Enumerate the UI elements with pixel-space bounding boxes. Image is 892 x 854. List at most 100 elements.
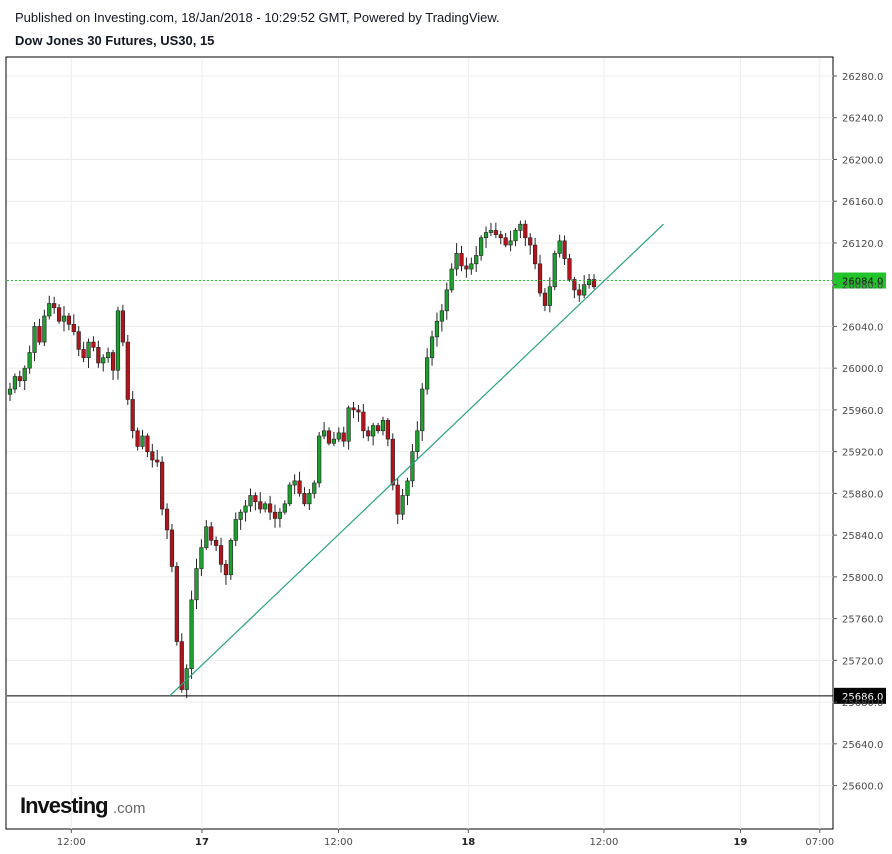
candle-up [140, 435, 145, 447]
candle-down [302, 493, 307, 505]
candle-down [155, 459, 160, 463]
candle-down [459, 253, 464, 267]
candle-up [434, 320, 440, 338]
candles [7, 220, 597, 699]
investing-watermark: Investing .com [20, 793, 146, 818]
candle-down [135, 430, 140, 447]
candle-down [537, 263, 543, 294]
candle-down [385, 420, 390, 440]
x-tick-label: 07:00 [805, 837, 834, 848]
candle-down [366, 430, 371, 437]
candle-down [493, 230, 498, 235]
candle-up [12, 376, 18, 390]
y-tick-label: 26200.0 [842, 155, 883, 166]
candle-up [115, 310, 121, 371]
candle-down [528, 237, 533, 246]
y-tick-label: 25920.0 [842, 448, 883, 459]
candle-down [150, 451, 155, 461]
candle-up [449, 268, 454, 291]
candle-up [189, 599, 194, 669]
y-tick-label: 25960.0 [842, 406, 883, 417]
y-tick-label: 26000.0 [842, 364, 883, 375]
candle-up [346, 407, 351, 442]
y-tick-label: 26080.0 [842, 281, 883, 292]
candle-down [258, 501, 263, 510]
candle-up [42, 315, 47, 343]
candle-down [577, 289, 582, 296]
candle-up [454, 253, 459, 270]
candle-up [371, 425, 376, 437]
candle-up [7, 388, 13, 395]
candle-up [483, 232, 489, 239]
candle-up [32, 326, 37, 353]
candle-down [214, 540, 219, 546]
candle-up [444, 289, 449, 312]
y-tick-label: 26240.0 [842, 114, 883, 125]
candle-up [469, 263, 474, 270]
candle-down [361, 411, 366, 432]
candle-up [22, 367, 27, 381]
candle-down [218, 545, 224, 565]
candle-down [390, 438, 395, 486]
y-axis: 26280.0 26240.0 26200.0 26160.0 26120.0 26080… [833, 72, 883, 793]
x-tick-label: 12:00 [324, 837, 353, 848]
candle-up [243, 505, 248, 513]
candle-down [562, 240, 567, 259]
watermark-suffix: .com [113, 800, 146, 817]
candle-down [145, 435, 150, 452]
candle-up [429, 336, 435, 359]
candle-up [312, 482, 317, 494]
candle-up [474, 255, 479, 265]
candle-down [160, 461, 165, 510]
candle-up [106, 352, 111, 359]
candle-up [410, 451, 415, 482]
plot-frame [5, 56, 834, 830]
candle-up [336, 432, 341, 440]
candle-up [552, 253, 557, 288]
candle-up [47, 303, 52, 317]
candle-down [81, 349, 86, 359]
candle-down [96, 347, 101, 364]
candle-up [582, 284, 587, 296]
candle-down [503, 237, 508, 246]
candle-down [572, 279, 577, 291]
x-tick-label: 12:00 [57, 837, 86, 848]
x-tick-label: 17 [195, 837, 209, 848]
candle-down [395, 484, 400, 515]
x-tick-label: 19 [733, 837, 747, 848]
x-tick-label: 12:00 [590, 837, 619, 848]
y-tick-label: 26040.0 [842, 322, 883, 333]
candle-up [420, 388, 425, 432]
candle-down [272, 511, 278, 519]
y-tick-label: 25800.0 [842, 573, 883, 584]
trendline [169, 223, 664, 697]
candle-down [179, 641, 184, 690]
candle-down [164, 508, 170, 531]
y-tick-label: 25680.0 [842, 698, 883, 709]
candle-down [125, 341, 130, 400]
candle-down [268, 503, 273, 513]
candle-down [464, 265, 469, 270]
y-tick-label: 25840.0 [842, 531, 883, 542]
candle-up [400, 495, 405, 515]
candle-down [356, 409, 361, 413]
candle-up [292, 480, 297, 486]
candle-up [233, 519, 238, 541]
candle-down [169, 529, 175, 567]
candle-up [317, 435, 322, 484]
candle-down [297, 480, 302, 494]
candle-up [513, 230, 518, 242]
candle-up [488, 230, 494, 233]
chart-title: Dow Jones 30 Futures, US30, 15 [15, 33, 215, 48]
y-tick-label: 25600.0 [842, 782, 883, 793]
overlays: 26084.0 25686.0 [7, 223, 886, 704]
candle-up [439, 310, 444, 322]
candle-down [120, 310, 125, 343]
candle-up [101, 357, 106, 364]
candle-up [508, 240, 513, 246]
current-price-label: 26084.0 [842, 277, 883, 288]
candle-down [523, 223, 528, 239]
candle-up [282, 503, 287, 513]
candle-down [591, 279, 597, 288]
